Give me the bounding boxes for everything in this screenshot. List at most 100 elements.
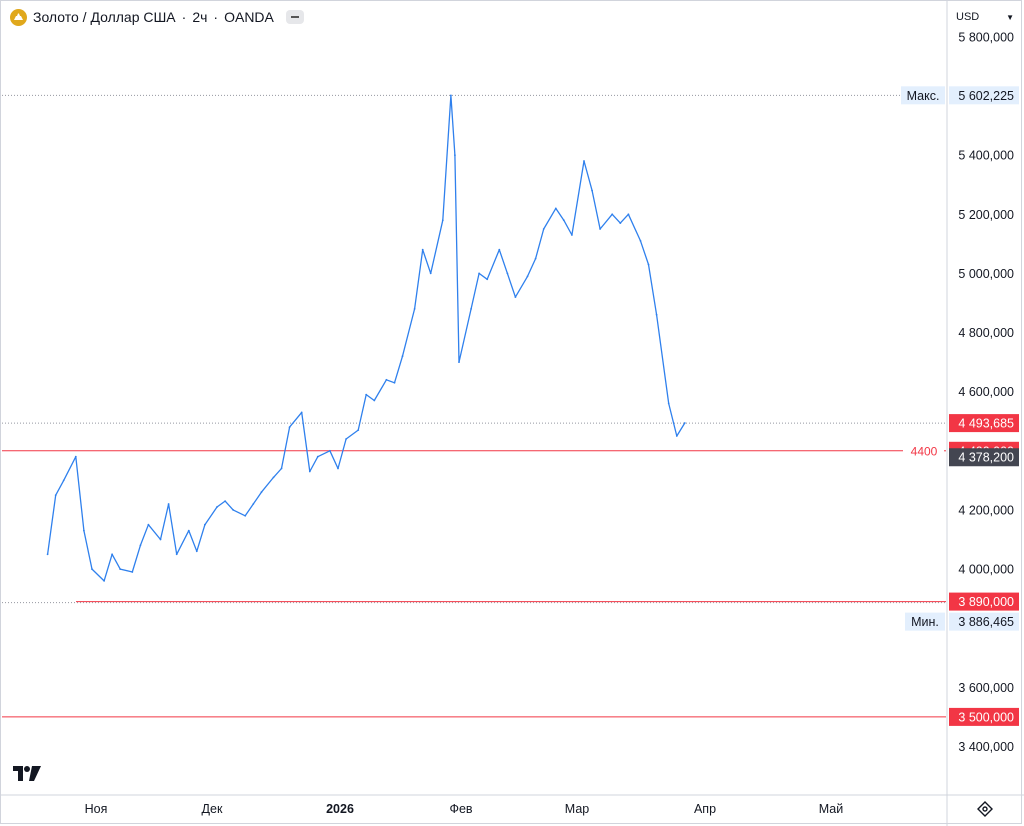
high-price-label: 5 602,225 — [949, 86, 1019, 105]
level-price-label: 3 500,000 — [949, 707, 1019, 726]
currency-label: USD — [956, 11, 980, 23]
high-price-label-text: 5 602,225 — [958, 89, 1014, 103]
series-point — [365, 393, 368, 396]
series-point — [401, 355, 404, 358]
tradingview-logo-icon[interactable] — [12, 764, 44, 787]
low-price-label-text: 3 886,465 — [958, 615, 1014, 629]
series-point — [83, 529, 85, 532]
series-point — [224, 500, 227, 502]
currency-select[interactable]: USD ▼ — [948, 6, 1022, 28]
horizontal-levels: 4400 — [2, 94, 946, 718]
exchange-label: OANDA — [224, 9, 274, 25]
series-point — [280, 467, 283, 470]
series-point — [486, 278, 489, 281]
series-point — [272, 476, 275, 479]
series-point — [514, 296, 517, 298]
series-point — [216, 506, 218, 508]
last-price-label: 4 378,200 — [949, 448, 1019, 467]
series-point — [345, 438, 347, 440]
series-point — [583, 160, 585, 162]
series-point — [54, 494, 57, 497]
series-point — [450, 94, 452, 97]
low-tag-text: Мин. — [911, 615, 939, 629]
series-point — [591, 189, 593, 192]
series-point — [458, 361, 460, 363]
y-tick-label: 4 200,000 — [958, 503, 1014, 517]
series-point — [639, 240, 642, 242]
series-line — [46, 94, 686, 582]
series-point — [252, 503, 255, 505]
legend-toggle-icon[interactable] — [285, 10, 304, 24]
last-price-label-text: 4 378,200 — [958, 451, 1014, 465]
y-tick-label: 4 000,000 — [958, 563, 1014, 577]
gold-logo-icon — [10, 8, 27, 26]
series-point — [119, 568, 122, 570]
level-price-label-text: 3 890,000 — [958, 595, 1014, 609]
y-tick-label: 3 600,000 — [958, 681, 1014, 695]
chart-settings-icon[interactable] — [975, 799, 995, 819]
x-tick-label: Апр — [694, 802, 716, 816]
time-axis-ticks: Ноя Дек 2026 Фев Мар Апр Май — [85, 802, 844, 816]
series-point — [175, 553, 178, 556]
low-price-label: 3 886,465 — [949, 612, 1019, 631]
y-tick-label: 5 000,000 — [958, 267, 1014, 281]
series-point — [393, 381, 396, 384]
series-point — [667, 402, 670, 405]
series-point — [147, 523, 150, 526]
x-tick-label: Ноя — [85, 802, 108, 816]
series-point — [91, 568, 93, 570]
series-point — [46, 553, 49, 556]
low-price-label-bg — [949, 612, 1019, 631]
high-price-label-bg — [949, 86, 1019, 105]
series-point — [329, 449, 331, 452]
series-point — [195, 550, 198, 553]
series-point — [675, 435, 678, 437]
series-point — [337, 467, 339, 470]
series-point — [232, 509, 235, 511]
price-axis-ticks: 5 800,000 5 400,000 5 200,000 5 000,000 4 80… — [958, 30, 1014, 754]
y-tick-label: 4 800,000 — [958, 326, 1014, 340]
symbol-legend[interactable]: Золото / Доллар США · 2ч · OANDA — [10, 6, 304, 28]
series-point — [159, 538, 162, 541]
series-point — [244, 514, 247, 517]
series-point — [260, 491, 263, 494]
series-point — [429, 272, 432, 275]
series-point — [571, 234, 573, 236]
series-point — [413, 308, 416, 310]
x-tick-label: 2026 — [326, 802, 354, 816]
x-tick-label: Фев — [449, 802, 472, 816]
series-point — [204, 523, 206, 526]
series-point — [470, 308, 472, 310]
series-point — [62, 479, 65, 482]
interval-label: 2ч — [192, 9, 208, 25]
series-point — [441, 219, 444, 222]
series-point — [619, 222, 622, 225]
series-point — [300, 411, 303, 414]
series-point — [421, 248, 424, 251]
level-line-text: 4400 — [911, 444, 938, 458]
y-tick-label: 5 200,000 — [958, 208, 1014, 222]
y-tick-label: 3 400,000 — [958, 740, 1014, 754]
series-point — [562, 219, 565, 222]
last-price-label-bg — [949, 448, 1019, 467]
series-point — [627, 213, 630, 216]
series-point — [683, 422, 686, 424]
x-tick-label: Мар — [565, 802, 590, 816]
symbol-name: Золото / Доллар США — [33, 9, 176, 25]
series-point — [611, 213, 614, 216]
series-point — [478, 272, 480, 275]
level-price-label-bg — [949, 592, 1019, 611]
y-tick-label: 5 800,000 — [958, 30, 1014, 44]
level-price-label: 3 890,000 — [949, 592, 1019, 611]
current-price-label-bg — [949, 414, 1019, 433]
series-point — [534, 257, 537, 260]
current-price-label: 4 493,685 — [949, 414, 1019, 433]
level-price-label-text: 3 500,000 — [958, 710, 1014, 724]
series-point — [498, 248, 501, 251]
series-point — [385, 378, 388, 381]
series-point — [131, 571, 134, 573]
x-tick-label: Май — [819, 802, 844, 816]
